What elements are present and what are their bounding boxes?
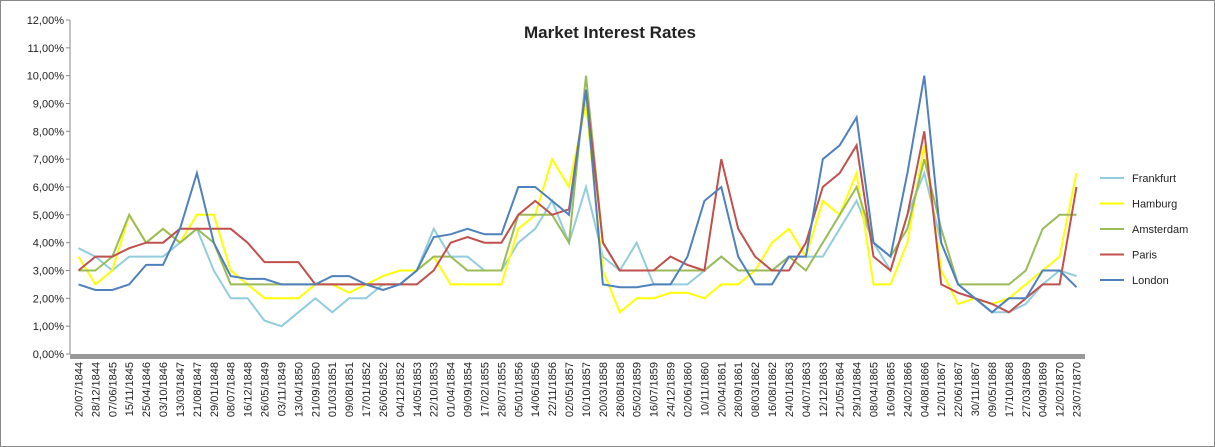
x-tick-label: 14/06/1856 — [530, 362, 542, 417]
x-tick-label: 01/04/1854 — [446, 362, 458, 417]
chart-title: Market Interest Rates — [524, 23, 696, 42]
x-tick-label: 10/10/1857 — [581, 362, 593, 417]
legend-label: Amsterdam — [1132, 224, 1188, 236]
x-tick-label: 28/07/1855 — [496, 362, 508, 417]
y-tick-label: 8,00% — [33, 126, 64, 138]
y-tick-label: 6,00% — [33, 182, 64, 194]
x-tick-label: 26/06/1852 — [378, 362, 390, 417]
x-tick-label: 12/12/1863 — [818, 362, 830, 417]
x-tick-label: 22/11/1856 — [547, 362, 559, 416]
x-tick-label: 25/04/1846 — [141, 362, 153, 417]
x-tick-label: 21/08/1847 — [192, 362, 204, 417]
series-line — [78, 169, 1077, 328]
x-tick-label: 04/12/1852 — [395, 362, 407, 417]
x-tick-label: 16/09/1865 — [885, 362, 897, 417]
x-tick-label: 16/07/1859 — [649, 362, 661, 417]
series-line — [78, 75, 1078, 314]
x-tick-label: 23/07/1870 — [1072, 362, 1084, 417]
x-tick-label: 30/11/1867 — [970, 362, 982, 416]
x-tick-label: 13/03/1847 — [175, 362, 187, 417]
x-tick-label: 05/01/1856 — [513, 362, 525, 417]
legend-label: London — [1132, 275, 1169, 287]
y-tick-label: 3,00% — [33, 266, 64, 278]
x-tick-label: 28/08/1858 — [615, 362, 627, 417]
x-tick-label: 28/09/1861 — [733, 362, 745, 417]
x-tick-label: 03/11/1849 — [276, 362, 288, 416]
x-tick-label: 28/12/1844 — [90, 362, 102, 417]
x-tick-label: 24/01/1863 — [784, 362, 796, 417]
x-tick-label: 22/06/1867 — [953, 362, 965, 417]
x-tick-label: 09/05/1868 — [987, 362, 999, 417]
x-tick-label: 20/04/1861 — [716, 362, 728, 417]
y-tick-label: 4,00% — [33, 238, 64, 250]
y-tick-label: 2,00% — [33, 293, 64, 305]
x-tick-label: 04/08/1866 — [919, 362, 931, 417]
x-tick-label: 01/03/1851 — [327, 362, 339, 417]
x-tick-label: 22/10/1853 — [429, 362, 441, 417]
x-tick-label: 03/10/1846 — [158, 362, 170, 417]
x-tick-label: 21/09/1850 — [310, 362, 322, 417]
x-tick-label: 13/04/1850 — [293, 362, 305, 417]
x-tick-label: 07/06/1845 — [107, 362, 119, 417]
x-tick-label: 02/05/1857 — [564, 362, 576, 417]
x-tick-label: 12/01/1867 — [936, 362, 948, 417]
x-tick-label: 29/10/1864 — [852, 362, 864, 417]
y-tick-label: 7,00% — [33, 154, 64, 166]
x-tick-label: 04/09/1869 — [1038, 362, 1050, 417]
x-tick-label: 16/08/1862 — [767, 362, 779, 417]
legend-label: Frankfurt — [1132, 173, 1176, 185]
y-tick-label: 0,00% — [33, 349, 64, 361]
x-tick-label: 26/05/1849 — [260, 362, 272, 417]
legend-label: Hamburg — [1132, 199, 1177, 211]
x-tick-label: 17/02/1855 — [479, 362, 491, 417]
y-tick-label: 11,00% — [28, 43, 65, 55]
x-tick-label: 08/07/1848 — [226, 362, 238, 417]
y-tick-label: 10,00% — [27, 71, 65, 83]
x-tick-label: 05/02/1859 — [632, 362, 644, 417]
x-tick-label: 17/10/1868 — [1004, 362, 1016, 417]
x-tick-label: 12/02/1870 — [1055, 362, 1067, 417]
y-tick-label: 1,00% — [33, 321, 64, 333]
y-tick-label: 12,00% — [27, 15, 65, 27]
x-tick-label: 14/05/1853 — [412, 362, 424, 417]
x-tick-label: 16/12/1848 — [243, 362, 255, 417]
x-tick-label: 24/02/1866 — [902, 362, 914, 417]
x-tick-label: 09/09/1854 — [463, 362, 475, 417]
x-tick-label: 24/12/1859 — [666, 362, 678, 417]
x-tick-label: 08/03/1862 — [750, 362, 762, 417]
x-tick-label: 10/11/1860 — [699, 362, 711, 416]
x-tick-label: 20/07/1844 — [73, 362, 85, 417]
x-tick-label: 20/03/1858 — [598, 362, 610, 417]
x-tick-label: 27/03/1869 — [1021, 362, 1033, 417]
y-tick-label: 9,00% — [33, 99, 64, 111]
x-tick-label: 02/06/1860 — [682, 362, 694, 417]
x-tick-label: 17/01/1852 — [361, 362, 373, 417]
legend-label: Paris — [1132, 250, 1158, 262]
x-tick-label: 08/04/1865 — [869, 362, 881, 417]
x-tick-label: 04/07/1863 — [801, 362, 813, 417]
x-tick-label: 29/01/1848 — [209, 362, 221, 417]
x-tick-label: 15/11/1845 — [124, 362, 136, 416]
y-tick-label: 5,00% — [33, 210, 64, 222]
x-tick-label: 21/05/1864 — [835, 362, 847, 417]
x-tick-label: 09/08/1851 — [344, 362, 356, 417]
x-axis — [70, 354, 1085, 359]
